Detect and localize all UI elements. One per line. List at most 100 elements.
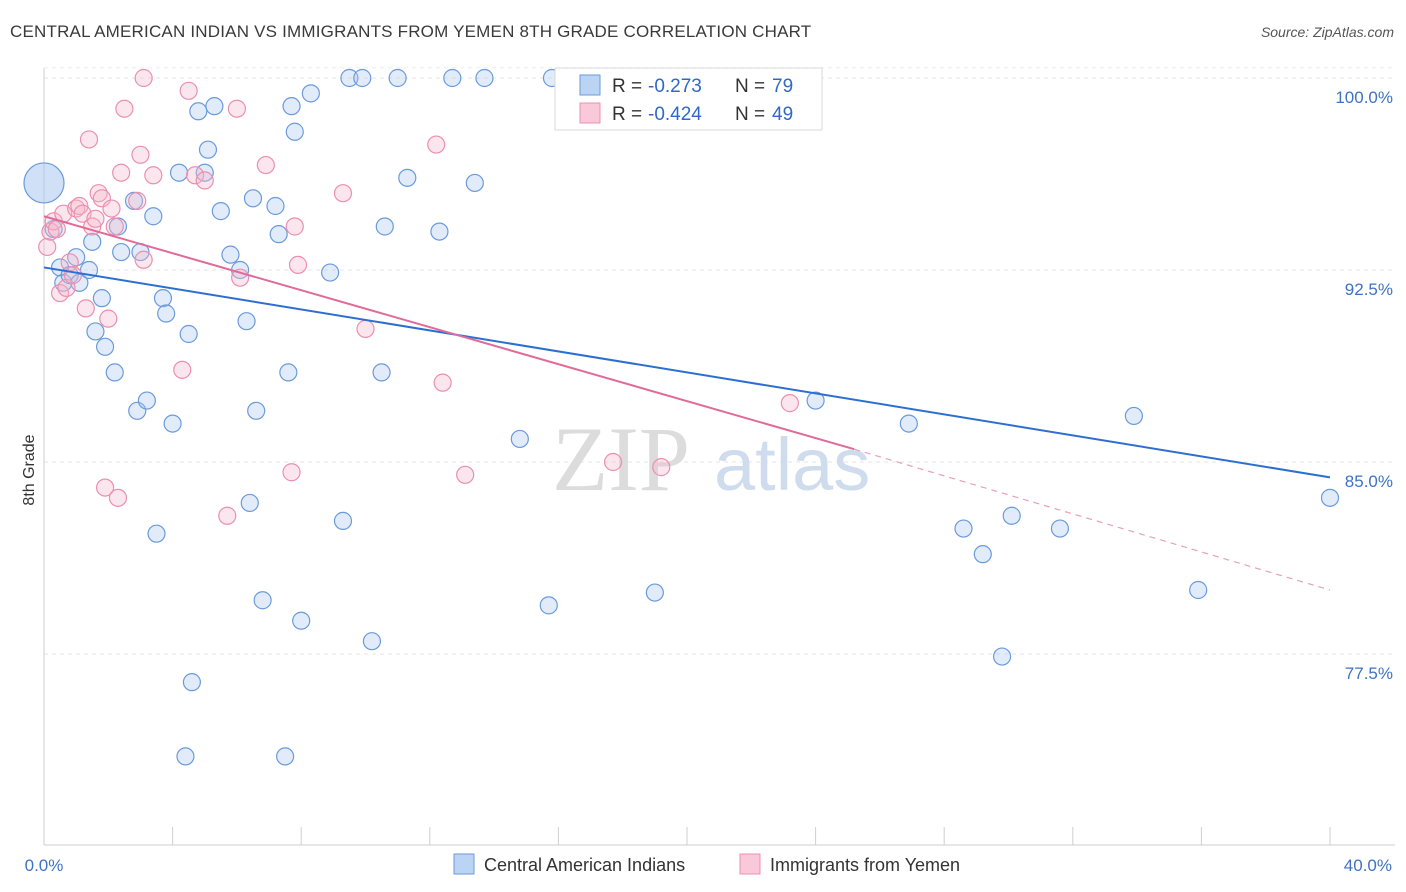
blue-point <box>182 673 201 692</box>
blue-point <box>95 337 115 356</box>
blue-point <box>372 363 391 382</box>
pink-point <box>603 452 623 472</box>
pink-point <box>38 237 57 257</box>
blue-point <box>1189 580 1208 600</box>
r-label-blue: R = <box>612 76 642 97</box>
blue-swatch <box>579 74 601 96</box>
blue-point <box>253 591 272 610</box>
blue-point <box>333 511 353 530</box>
r-label-pink: R = <box>612 104 642 125</box>
blue-point <box>86 322 105 341</box>
blue-point <box>645 583 664 602</box>
blue-point <box>247 401 266 420</box>
blue-point <box>240 493 259 513</box>
blue-point <box>179 324 198 344</box>
blue-point <box>430 222 449 241</box>
legend-label-pink: Immigrants from Yemen <box>770 855 960 875</box>
x-tick-label-1: 40.0% <box>1344 856 1392 875</box>
pink-point <box>288 255 308 274</box>
blue-point <box>153 289 173 308</box>
blue-point <box>83 232 102 251</box>
y-axis-label: 8th Grade <box>21 434 38 505</box>
pink-point <box>173 360 192 379</box>
blue-point <box>1002 506 1021 525</box>
blue-point <box>92 289 111 308</box>
r-value-pink: -0.424 <box>648 104 702 125</box>
blue-point <box>276 747 295 766</box>
blue-point <box>147 524 166 543</box>
legend-label-blue: Central American Indians <box>484 855 685 875</box>
blue-point <box>1320 488 1340 507</box>
y-tick-label-0: 77.5% <box>1345 664 1393 683</box>
pink-point <box>227 99 246 118</box>
pink-point <box>102 199 121 218</box>
series-legend: Central American Indians Immigrants from… <box>453 853 960 875</box>
trend-line-blue <box>43 266 1331 479</box>
blue-point <box>465 173 484 193</box>
blue-point <box>23 162 65 204</box>
y-tick-label-3: 100.0% <box>1335 88 1393 107</box>
pink-point <box>652 458 671 477</box>
blue-point <box>375 217 394 236</box>
n-label-blue: N = <box>735 76 765 97</box>
chart-source: Source: ZipAtlas.com <box>1260 24 1394 40</box>
pink-point <box>179 81 198 100</box>
blue-point <box>899 414 918 433</box>
pink-point <box>86 209 105 228</box>
blue-point <box>954 519 973 538</box>
series-central-american-indians <box>23 68 1340 766</box>
pink-point <box>95 478 115 497</box>
blue-point <box>211 202 230 221</box>
pink-point <box>108 488 128 507</box>
stats-legend: R = -0.273 N = 79 R = -0.424 N = 49 <box>554 67 823 131</box>
blue-point <box>189 102 208 121</box>
blue-point <box>137 391 156 410</box>
blue-point <box>279 363 298 382</box>
blue-point <box>282 97 301 116</box>
watermark: ZIP atlas <box>552 408 870 510</box>
pink-point <box>134 250 153 269</box>
blue-point <box>269 225 288 244</box>
pink-point <box>282 463 301 482</box>
legend-swatch-blue <box>453 853 475 875</box>
blue-point <box>443 68 462 88</box>
trend-lines <box>43 215 1331 591</box>
blue-point <box>992 647 1012 666</box>
pink-point <box>285 217 304 236</box>
blue-point <box>163 414 182 433</box>
pink-point <box>131 145 150 164</box>
trend-line-pink-extension <box>854 448 1331 591</box>
blue-point <box>285 122 304 141</box>
legend-swatch-pink <box>739 853 761 875</box>
pink-point <box>427 135 446 154</box>
pink-point <box>115 99 134 118</box>
y-tick-label-1: 85.0% <box>1345 472 1393 491</box>
blue-point <box>221 245 240 264</box>
pink-point <box>433 373 452 392</box>
pink-point <box>105 217 124 236</box>
pink-swatch <box>579 102 601 124</box>
blue-point <box>475 68 494 88</box>
x-tick-label-0: 0.0% <box>25 856 64 875</box>
pink-point <box>112 163 131 182</box>
blue-point <box>388 68 407 88</box>
blue-point <box>144 207 163 226</box>
pink-point <box>134 68 153 88</box>
blue-point <box>237 312 256 331</box>
blue-point <box>205 97 224 116</box>
blue-point <box>266 196 285 216</box>
blue-point <box>301 84 320 103</box>
tick-labels: 77.5% 85.0% 92.5% 100.0% 0.0% 40.0% <box>25 88 1393 875</box>
blue-point <box>1124 406 1143 426</box>
blue-point <box>362 632 382 651</box>
y-tick-label-2: 92.5% <box>1345 280 1393 299</box>
pink-point <box>89 184 108 203</box>
blue-point <box>340 68 359 88</box>
r-value-blue: -0.273 <box>648 76 702 97</box>
pink-point <box>456 465 475 484</box>
blue-point <box>198 140 218 159</box>
pink-point <box>144 166 163 185</box>
watermark-atlas: atlas <box>714 423 870 506</box>
pink-point <box>356 319 375 338</box>
